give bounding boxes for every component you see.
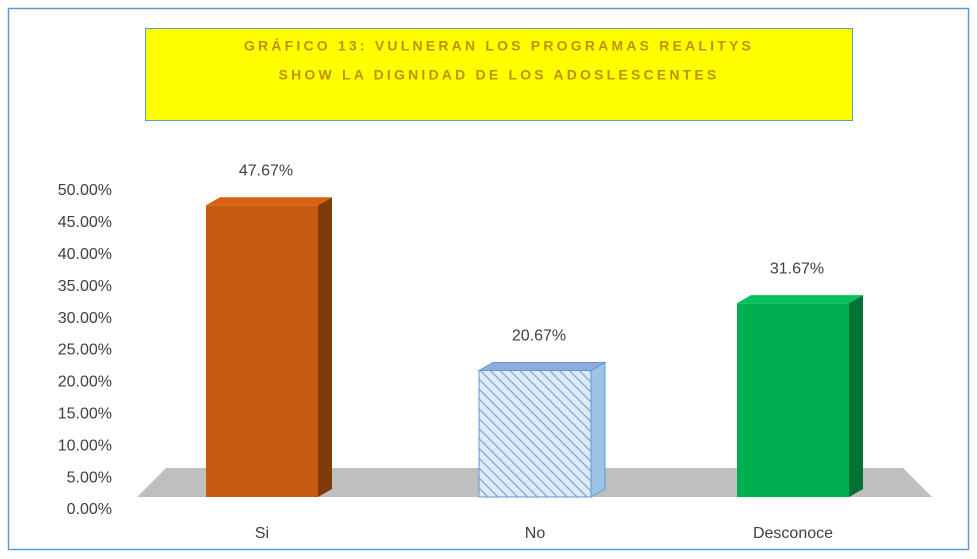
y-tick-label: 50.00% <box>58 182 112 199</box>
value-label: 47.67% <box>239 162 293 179</box>
x-tick-label: Si <box>255 525 269 542</box>
bar-side <box>849 295 863 497</box>
bar <box>206 205 318 498</box>
title-box <box>145 28 853 121</box>
chart-title: GRÁFICO 13: VULNERAN LOS PROGRAMAS REALI… <box>244 38 754 54</box>
bar-top <box>206 197 332 206</box>
y-tick-label: 5.00% <box>67 469 112 486</box>
chart-title: SHOW LA DIGNIDAD DE LOS ADOSLESCENTES <box>279 67 720 83</box>
value-label: 31.67% <box>770 260 824 277</box>
bar-top <box>737 295 863 304</box>
bar-side <box>590 361 606 498</box>
bar-top <box>477 361 607 371</box>
y-tick-label: 40.00% <box>58 246 112 263</box>
bar-side <box>318 197 332 498</box>
y-tick-label: 25.00% <box>58 342 112 359</box>
y-tick-label: 0.00% <box>67 501 112 518</box>
x-tick-label: No <box>525 525 546 542</box>
bar <box>478 369 592 498</box>
y-tick-label: 15.00% <box>58 406 112 423</box>
x-tick-label: Desconoce <box>753 525 833 542</box>
y-tick-label: 10.00% <box>58 437 112 454</box>
y-tick-label: 30.00% <box>58 310 112 327</box>
value-label: 20.67% <box>512 328 566 345</box>
y-tick-label: 20.00% <box>58 374 112 391</box>
y-tick-label: 35.00% <box>58 278 112 295</box>
y-tick-label: 45.00% <box>58 214 112 231</box>
bar <box>737 303 849 497</box>
